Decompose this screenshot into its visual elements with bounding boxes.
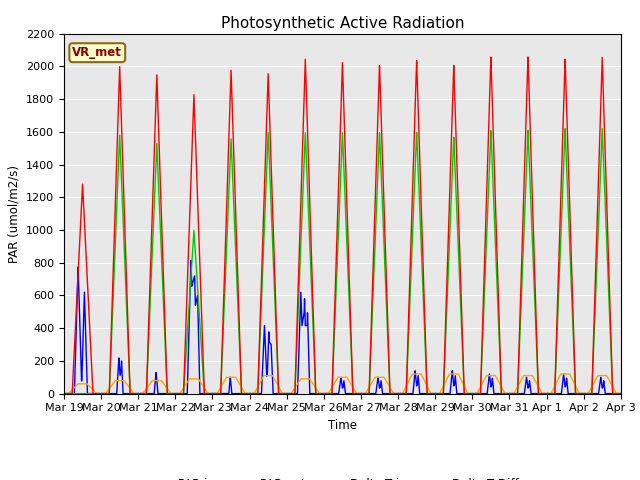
Delta-T Diffuse	[250, 391, 257, 396]
PAR out	[594, 373, 602, 379]
PAR out	[250, 391, 257, 396]
Delta-T in	[617, 391, 625, 396]
Text: VR_met: VR_met	[72, 46, 122, 59]
PAR out	[408, 371, 416, 377]
Delta-T in	[467, 391, 475, 396]
PAR out	[617, 391, 625, 396]
PAR out	[467, 391, 475, 396]
Line: Delta-T Diffuse: Delta-T Diffuse	[64, 261, 621, 394]
Title: Photosynthetic Active Radiation: Photosynthetic Active Radiation	[221, 16, 464, 31]
Delta-T Diffuse	[617, 391, 625, 396]
Delta-T Diffuse	[187, 258, 195, 264]
X-axis label: Time: Time	[328, 419, 357, 432]
PAR out	[483, 372, 491, 378]
Delta-T in	[60, 391, 68, 396]
PAR in	[467, 391, 475, 396]
PAR in	[250, 391, 257, 396]
Delta-T Diffuse	[60, 391, 68, 396]
Delta-T Diffuse	[587, 391, 595, 396]
PAR out	[324, 391, 332, 396]
Line: PAR out: PAR out	[64, 374, 621, 394]
PAR out	[587, 386, 595, 392]
Line: Delta-T in: Delta-T in	[64, 129, 621, 394]
PAR in	[60, 391, 68, 396]
Delta-T Diffuse	[594, 391, 602, 396]
Delta-T in	[483, 234, 490, 240]
PAR in	[594, 210, 602, 216]
PAR out	[60, 391, 68, 396]
PAR in	[587, 391, 595, 396]
Delta-T in	[250, 391, 257, 396]
PAR in	[324, 391, 332, 396]
PAR in	[483, 190, 490, 195]
Delta-T Diffuse	[324, 391, 332, 396]
Line: PAR in: PAR in	[64, 57, 621, 394]
PAR in	[617, 391, 625, 396]
Delta-T in	[598, 126, 606, 132]
Delta-T in	[324, 391, 332, 396]
Delta-T in	[587, 391, 595, 396]
Delta-T in	[593, 250, 601, 256]
Delta-T Diffuse	[467, 391, 475, 396]
Legend: PAR in, PAR out, Delta-T in, Delta-T Diffuse: PAR in, PAR out, Delta-T in, Delta-T Dif…	[140, 473, 545, 480]
Delta-T Diffuse	[483, 391, 491, 396]
PAR in	[524, 54, 532, 60]
Y-axis label: PAR (umol/m2/s): PAR (umol/m2/s)	[8, 165, 20, 263]
